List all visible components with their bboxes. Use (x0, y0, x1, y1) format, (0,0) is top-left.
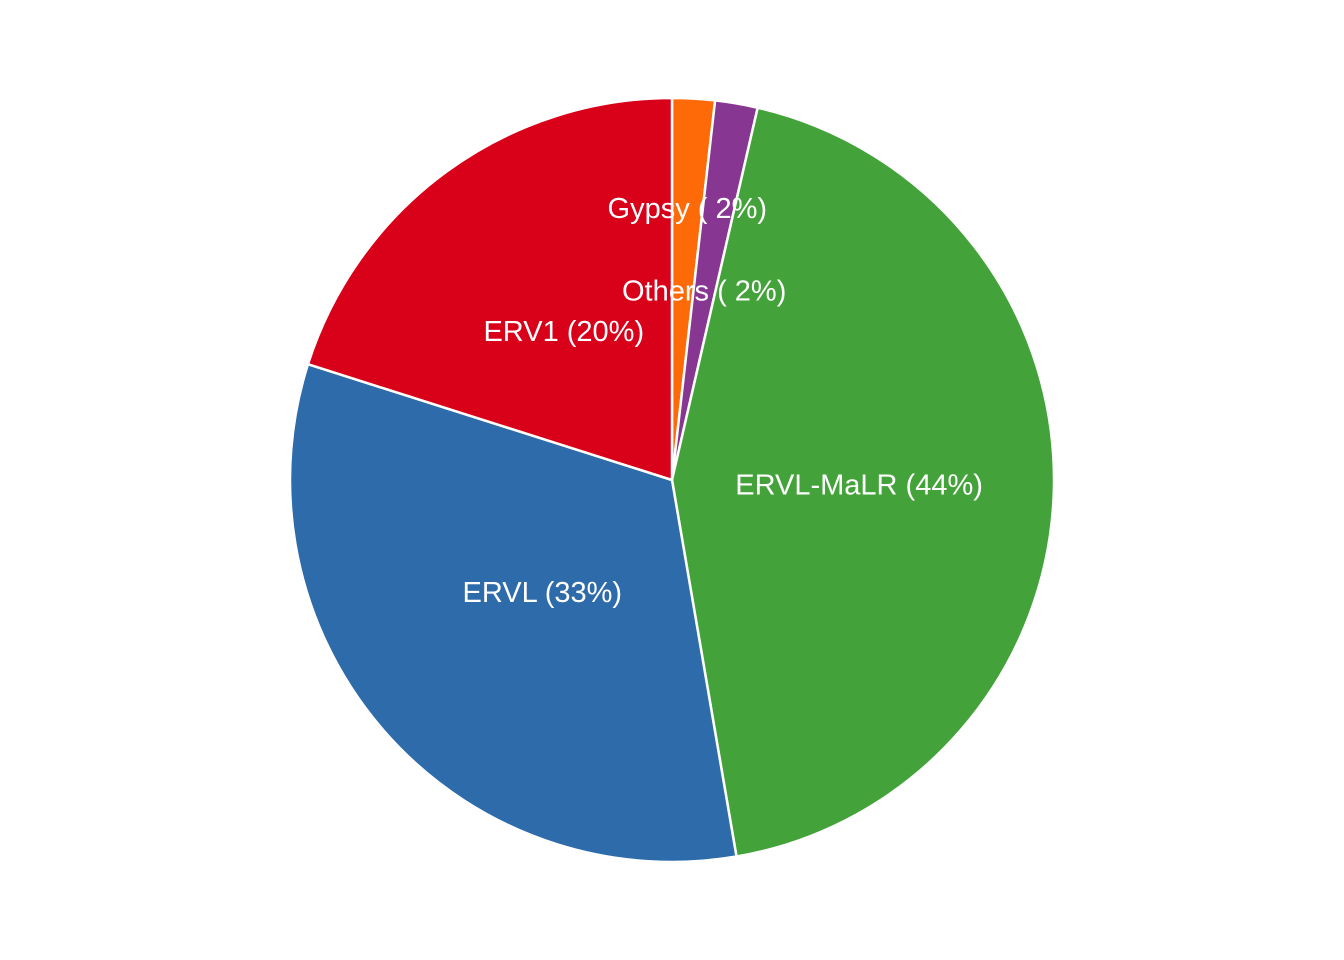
slice-label-others: Others ( 2%) (622, 276, 786, 308)
slice-label-ervl: ERVL (33%) (463, 577, 623, 609)
slice-label-gypsy: Gypsy ( 2%) (608, 193, 768, 225)
pie-slice-ervl-malr (670, 106, 1056, 858)
slices-layer (288, 96, 1056, 864)
slice-label-erv1: ERV1 (20%) (483, 316, 644, 348)
slice-label-ervl-malr: ERVL-MaLR (44%) (735, 469, 983, 501)
pie-slice-erv1 (306, 96, 674, 482)
labels-layer: Gypsy ( 2%) Others ( 2%) ERVL-MaLR (44%) ER… (463, 193, 983, 609)
pie-slice-ervl (288, 362, 738, 864)
